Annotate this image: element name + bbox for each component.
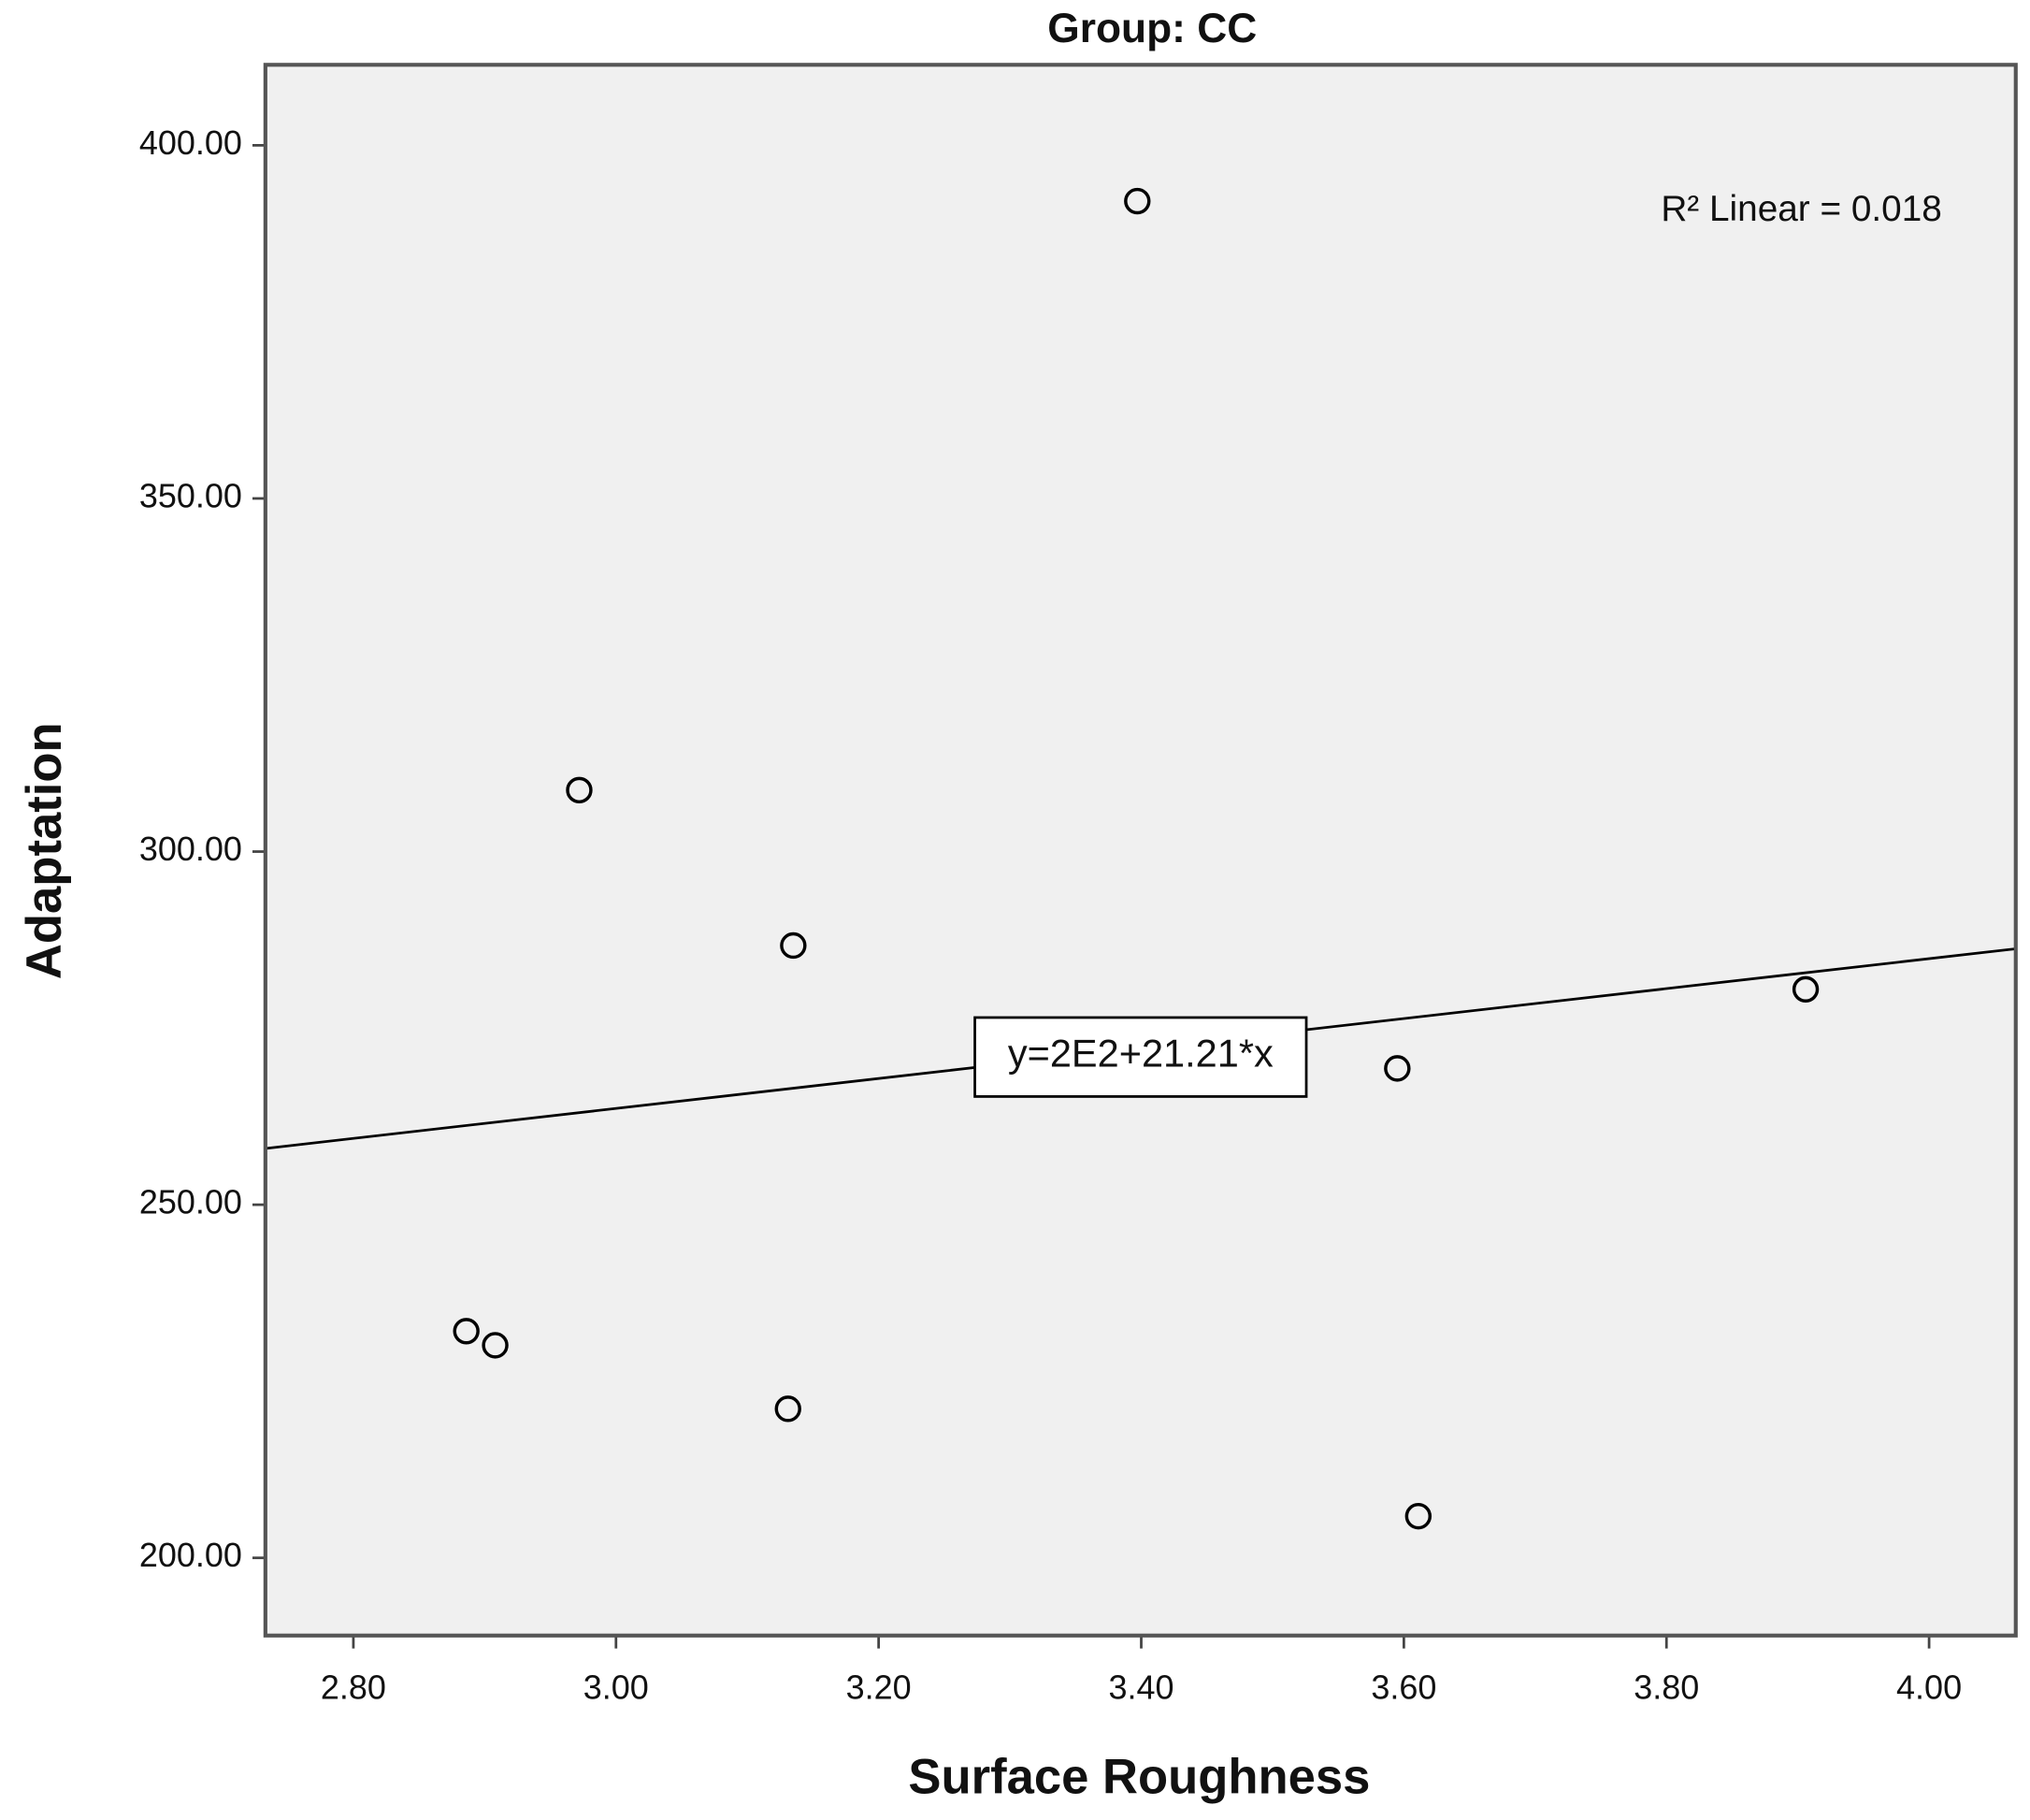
equation-label: y=2E2+21.21*x bbox=[1008, 1031, 1274, 1075]
plot-border bbox=[263, 63, 2018, 1638]
x-tick-label: 3.60 bbox=[1371, 1668, 1436, 1706]
x-tick-label: 3.20 bbox=[846, 1668, 912, 1706]
y-axis-label: Adaptation bbox=[17, 722, 72, 979]
point bbox=[780, 932, 807, 960]
point bbox=[1404, 1502, 1433, 1530]
point bbox=[1384, 1055, 1411, 1082]
x-tick-label: 3.80 bbox=[1634, 1668, 1699, 1706]
x-tick-label: 2.80 bbox=[321, 1668, 386, 1706]
plot-area bbox=[265, 65, 2016, 1636]
y-tick-label: 400.00 bbox=[139, 123, 242, 162]
point bbox=[1124, 187, 1151, 215]
point bbox=[482, 1332, 509, 1359]
x-tick-label: 3.40 bbox=[1108, 1668, 1173, 1706]
x-tick-label: 4.00 bbox=[1896, 1668, 1962, 1706]
chart-title: Group: CC bbox=[1047, 6, 1257, 51]
y-tick-label: 300.00 bbox=[139, 830, 242, 868]
y-tick-label: 250.00 bbox=[139, 1183, 242, 1221]
x-tick-label: 3.00 bbox=[583, 1668, 649, 1706]
point bbox=[453, 1318, 480, 1345]
equation-box bbox=[973, 1016, 1308, 1098]
point bbox=[774, 1395, 801, 1423]
x-axis-label: Surface Roughness bbox=[908, 1750, 1370, 1805]
y-tick-label: 200.00 bbox=[139, 1536, 242, 1574]
y-tick-label: 350.00 bbox=[139, 476, 242, 514]
r-squared-label: R² Linear = 0.018 bbox=[1661, 189, 1942, 229]
point bbox=[566, 776, 593, 804]
point bbox=[1792, 975, 1820, 1003]
